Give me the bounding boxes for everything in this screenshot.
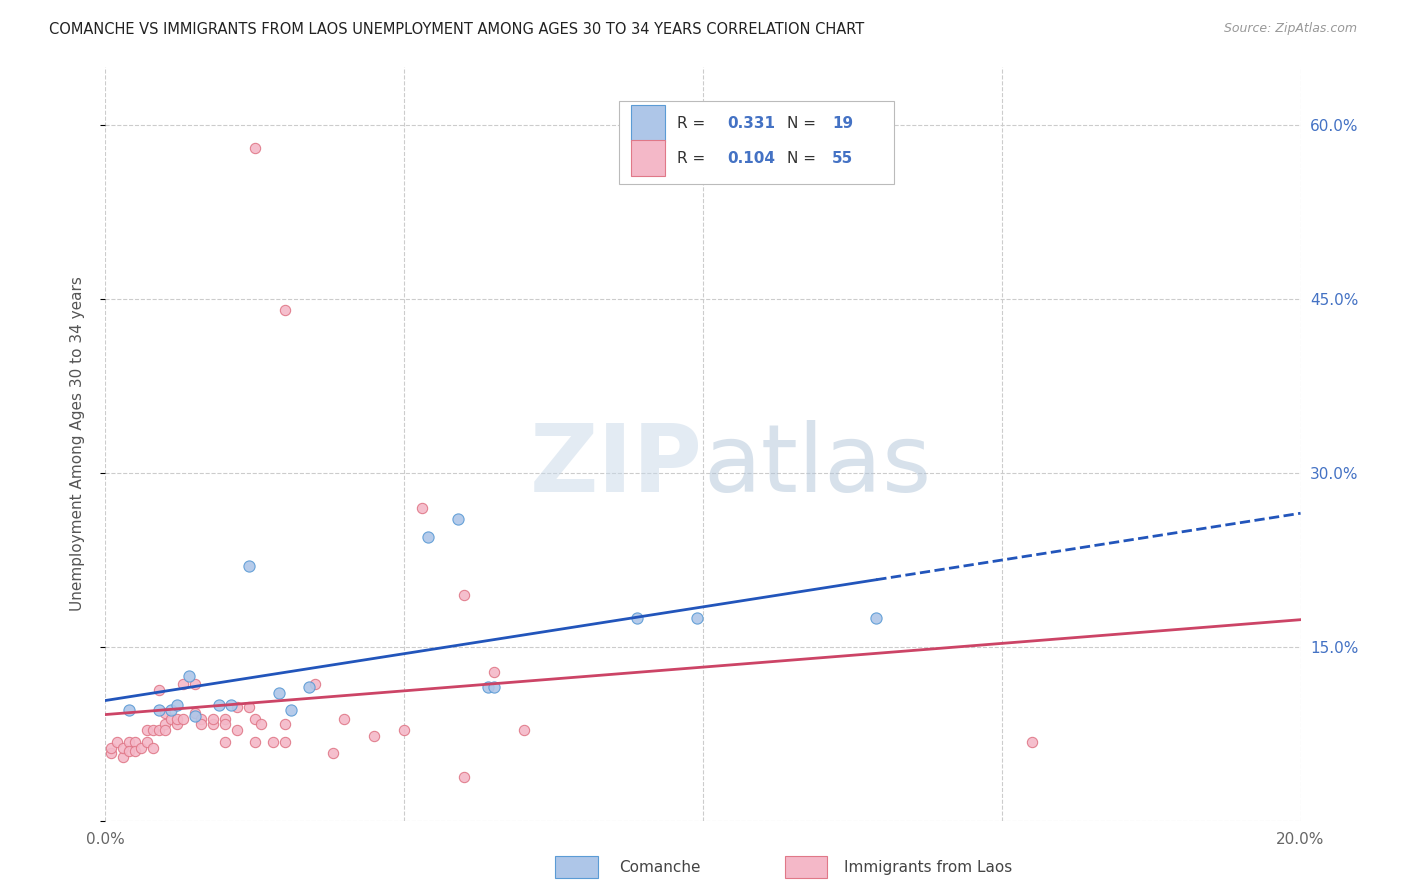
Text: R =: R = <box>676 151 710 166</box>
Point <box>243 735 266 749</box>
Text: 55: 55 <box>832 151 853 166</box>
Point <box>155 706 177 720</box>
Text: ZIP: ZIP <box>530 420 703 512</box>
Point <box>865 611 887 625</box>
Point <box>394 723 416 738</box>
Point <box>477 681 499 695</box>
Point <box>166 717 188 731</box>
Point <box>453 770 475 784</box>
Point <box>1021 735 1043 749</box>
Point <box>155 723 177 738</box>
Point <box>238 558 260 573</box>
Point <box>447 512 470 526</box>
Point <box>107 735 129 749</box>
Point <box>626 611 648 625</box>
Text: N =: N = <box>787 151 821 166</box>
Point <box>118 735 141 749</box>
Point <box>482 665 505 680</box>
Point <box>267 686 290 700</box>
Point <box>142 740 165 755</box>
Point <box>166 712 188 726</box>
Text: N =: N = <box>787 116 821 131</box>
Point <box>273 717 295 731</box>
Text: 0.331: 0.331 <box>727 116 775 131</box>
Point <box>214 717 236 731</box>
Point <box>333 712 356 726</box>
Point <box>411 500 433 515</box>
Point <box>273 735 295 749</box>
Point <box>112 749 135 764</box>
Point <box>280 703 302 717</box>
Point <box>148 703 170 717</box>
Text: COMANCHE VS IMMIGRANTS FROM LAOS UNEMPLOYMENT AMONG AGES 30 TO 34 YEARS CORRELAT: COMANCHE VS IMMIGRANTS FROM LAOS UNEMPLO… <box>49 22 865 37</box>
Point <box>190 712 212 726</box>
Point <box>160 712 183 726</box>
Point <box>238 700 260 714</box>
Text: Source: ZipAtlas.com: Source: ZipAtlas.com <box>1223 22 1357 36</box>
Point <box>219 698 242 712</box>
Point <box>100 747 122 761</box>
Point <box>166 698 188 712</box>
Point <box>243 141 266 155</box>
Point <box>184 706 207 720</box>
Text: 19: 19 <box>832 116 853 131</box>
Point <box>129 740 153 755</box>
Text: 0.104: 0.104 <box>727 151 775 166</box>
Point <box>118 703 141 717</box>
Point <box>363 729 385 743</box>
Point <box>482 681 505 695</box>
Point <box>453 588 475 602</box>
Point <box>214 735 236 749</box>
Point <box>304 677 326 691</box>
Text: R =: R = <box>676 116 710 131</box>
Point <box>148 723 170 738</box>
FancyBboxPatch shape <box>619 101 894 184</box>
Point <box>321 747 344 761</box>
Text: atlas: atlas <box>703 420 931 512</box>
Point <box>118 744 141 758</box>
Text: Immigrants from Laos: Immigrants from Laos <box>844 860 1012 874</box>
Point <box>124 735 146 749</box>
Point <box>184 709 207 723</box>
Point <box>155 717 177 731</box>
Point <box>298 681 321 695</box>
Point <box>190 717 212 731</box>
Point <box>243 712 266 726</box>
Point <box>202 717 225 731</box>
Y-axis label: Unemployment Among Ages 30 to 34 years: Unemployment Among Ages 30 to 34 years <box>70 277 84 611</box>
Point <box>172 712 194 726</box>
Point <box>160 703 183 717</box>
Bar <box>631 140 665 177</box>
Point <box>250 717 273 731</box>
Point <box>136 723 159 738</box>
Text: Comanche: Comanche <box>619 860 700 874</box>
Point <box>513 723 536 738</box>
Point <box>100 740 122 755</box>
Point <box>214 712 236 726</box>
Point <box>124 744 146 758</box>
Point <box>148 682 170 697</box>
Point <box>136 735 159 749</box>
Point <box>112 740 135 755</box>
Point <box>225 723 249 738</box>
Point <box>172 677 194 691</box>
Point <box>202 712 225 726</box>
Point <box>208 698 231 712</box>
Point <box>273 303 295 318</box>
Point <box>418 530 440 544</box>
Point <box>262 735 284 749</box>
Point <box>686 611 709 625</box>
Point <box>142 723 165 738</box>
Bar <box>631 105 665 142</box>
Point <box>225 700 249 714</box>
Point <box>177 669 201 683</box>
Point <box>184 677 207 691</box>
